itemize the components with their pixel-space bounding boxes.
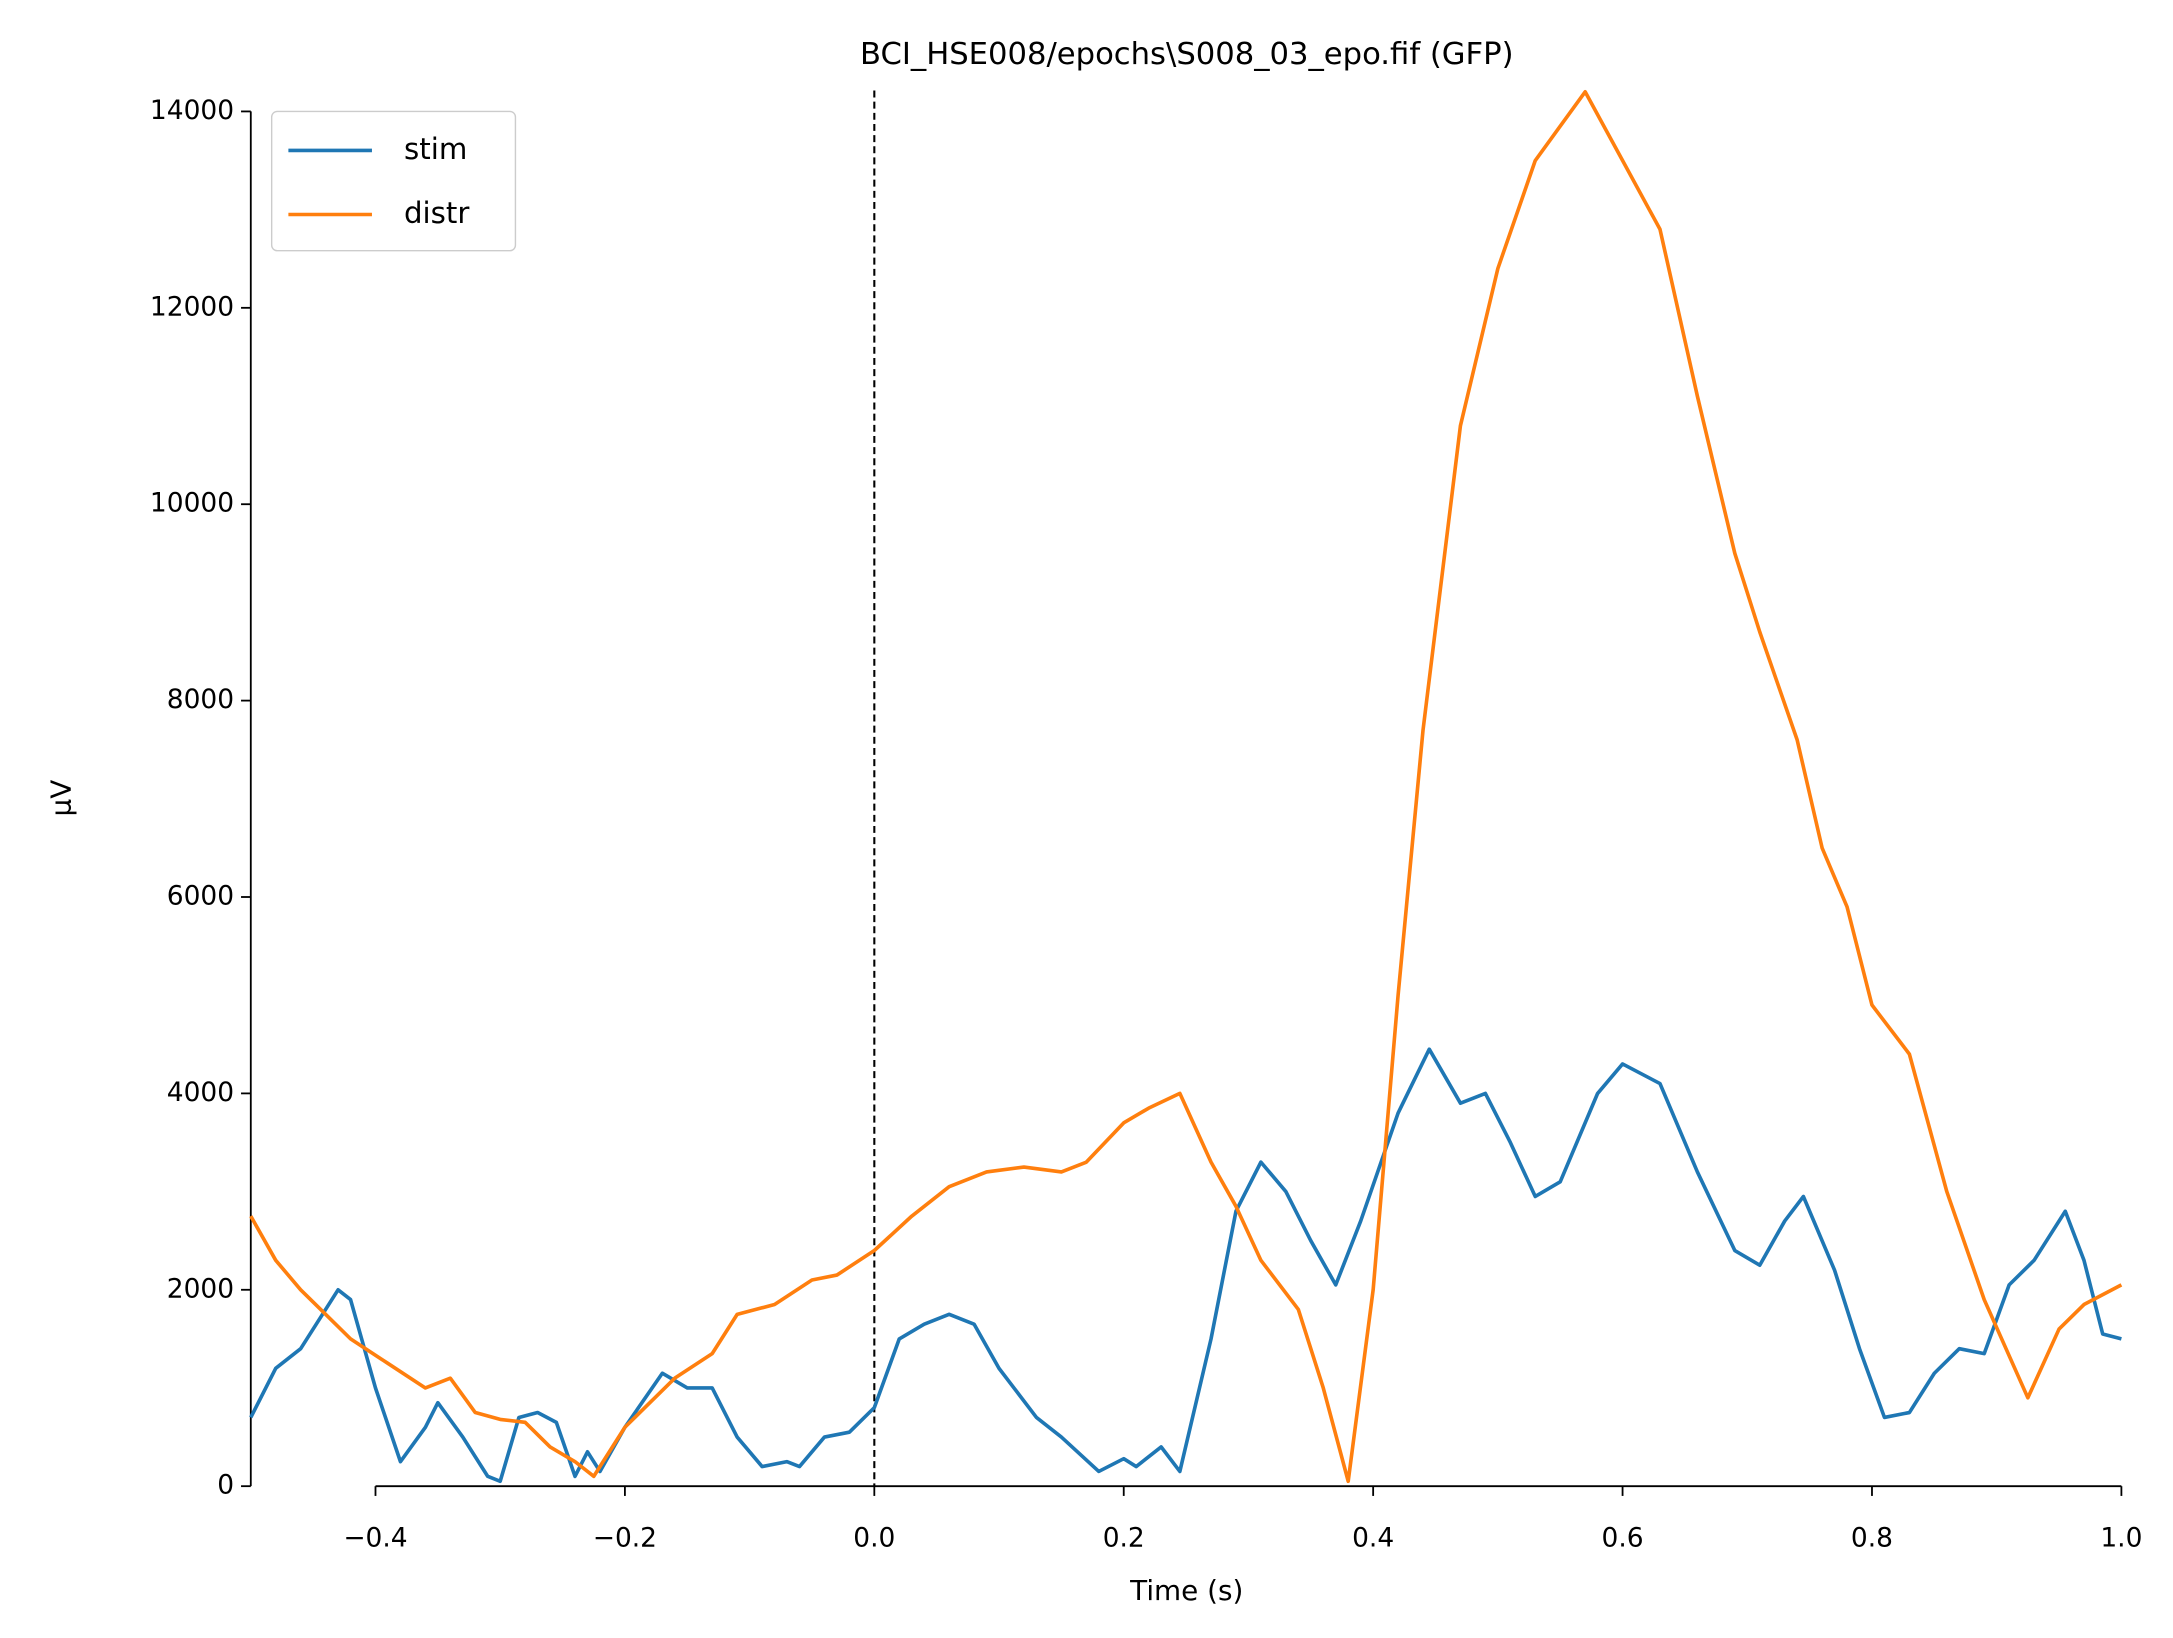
x-tick-label: 0.6 bbox=[1602, 1523, 1644, 1554]
y-tick-label: 6000 bbox=[167, 881, 234, 912]
x-tick-label: 0.8 bbox=[1851, 1523, 1893, 1554]
x-tick-label: −0.2 bbox=[593, 1523, 657, 1554]
x-tick-label: −0.4 bbox=[343, 1523, 407, 1554]
x-axis-label: Time (s) bbox=[1129, 1574, 1243, 1607]
x-tick-label: 0.0 bbox=[853, 1523, 895, 1554]
x-tick-label: 1.0 bbox=[2100, 1523, 2142, 1554]
series-line bbox=[249, 89, 2123, 1484]
y-tick-label: 14000 bbox=[150, 95, 234, 126]
chart-title: BCI_HSE008/epochs\S008_03_epo.fif (GFP) bbox=[860, 37, 1514, 72]
y-tick-label: 12000 bbox=[150, 291, 234, 322]
legend-label: stim bbox=[404, 132, 467, 166]
y-tick-label: 4000 bbox=[167, 1077, 234, 1108]
y-tick-label: 8000 bbox=[167, 684, 234, 715]
x-tick-label: 0.4 bbox=[1352, 1523, 1394, 1554]
y-axis-label: µV bbox=[45, 780, 78, 817]
legend-label: distr bbox=[404, 196, 470, 230]
y-tick-label: 10000 bbox=[150, 488, 234, 519]
legend-box bbox=[270, 110, 517, 252]
series-line bbox=[249, 1047, 2122, 1484]
y-tick-label: 2000 bbox=[167, 1273, 234, 1304]
y-tick-label: 0 bbox=[217, 1470, 234, 1501]
x-tick-label: 0.2 bbox=[1103, 1523, 1145, 1554]
